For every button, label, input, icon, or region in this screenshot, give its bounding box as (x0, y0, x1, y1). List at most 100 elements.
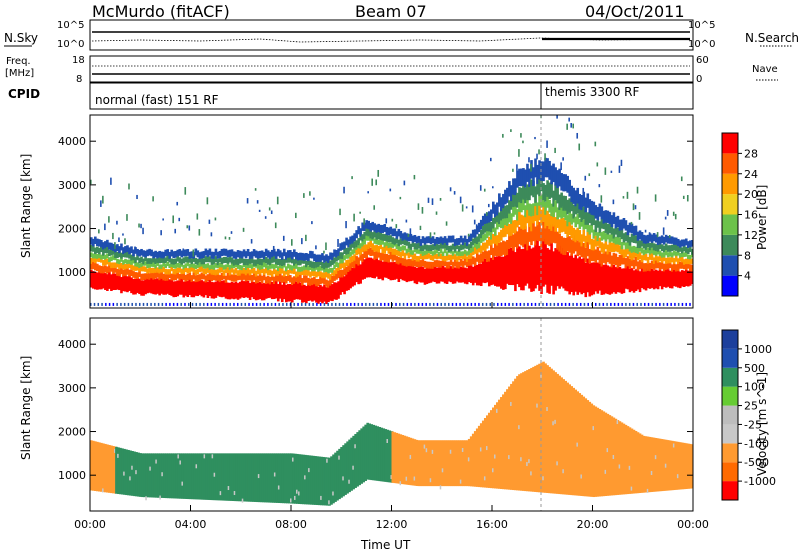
velocity-cell (528, 459, 530, 464)
power-cell (196, 213, 199, 220)
power-cell (483, 242, 487, 251)
power-cell (264, 281, 268, 299)
power-cell (112, 273, 115, 291)
power-cell (477, 242, 481, 249)
nsky-label: N.Sky (4, 31, 38, 45)
power-cell (106, 239, 109, 248)
power-cell (256, 282, 260, 300)
power-cell (130, 254, 133, 261)
power-cell (174, 269, 178, 275)
power-cell (620, 268, 624, 294)
velocity-cell (159, 453, 162, 498)
power-cell (168, 269, 171, 275)
power-cell (101, 302, 103, 306)
power-cell (538, 221, 541, 242)
power-cell (414, 302, 416, 306)
power-cell (303, 284, 306, 303)
power-cell (624, 248, 628, 258)
power-cell (203, 302, 205, 306)
power-cell (104, 259, 107, 266)
power-cell (393, 228, 397, 237)
power-cell (272, 281, 276, 300)
power-cell (443, 267, 447, 284)
velocity-cell (646, 436, 650, 493)
power-cell (688, 246, 692, 253)
power-cell (594, 220, 598, 233)
power-cell (459, 259, 463, 266)
power-cell (172, 258, 176, 265)
power-cell (574, 254, 578, 292)
power-cell (293, 268, 296, 275)
power-cell (216, 263, 220, 269)
power-cell (570, 123, 572, 128)
power-cell (248, 283, 252, 300)
power-cell (437, 244, 441, 251)
power-cell (127, 302, 130, 306)
power-cell (568, 198, 571, 213)
power-cell (506, 239, 509, 256)
power-cell (451, 302, 454, 306)
power-cell (528, 184, 531, 201)
power-cell (293, 282, 296, 300)
power-cell (337, 248, 340, 256)
power-cell (395, 249, 399, 256)
power-cell (208, 267, 212, 274)
power-cell (678, 255, 682, 262)
velocity-cell (219, 491, 222, 496)
velocity-cell (506, 389, 509, 490)
power-cell (295, 271, 298, 278)
power-cell (385, 234, 389, 242)
power-cell (385, 244, 389, 251)
power-cell (652, 233, 656, 242)
velocity-cell (674, 441, 678, 490)
power-cell (397, 257, 401, 265)
velocity-cell (606, 448, 609, 453)
velocity-cell (334, 452, 337, 502)
power-cell (690, 268, 693, 284)
power-cell (658, 250, 662, 257)
power-cell (614, 236, 618, 245)
power-cell (116, 258, 119, 264)
time-axis-label: Time UT (360, 538, 411, 552)
power-cell (168, 263, 171, 269)
power-cell (187, 302, 190, 306)
power-cell (626, 233, 630, 243)
power-cell (542, 183, 545, 201)
power-cell (546, 225, 549, 245)
power-cell (510, 129, 512, 132)
power-cell (106, 258, 109, 265)
power-cell (254, 270, 258, 277)
y-tick-label: 4000 (58, 338, 86, 351)
power-cell (383, 224, 387, 232)
velocity-cell (409, 437, 413, 486)
power-cell (142, 266, 145, 272)
power-cell (413, 259, 417, 267)
power-cell (630, 223, 634, 234)
power-cell (668, 245, 672, 252)
power-cell (554, 147, 556, 154)
power-cell (483, 258, 487, 284)
power-cell (481, 302, 484, 306)
power-cell (256, 263, 260, 269)
power-cell (114, 251, 117, 258)
power-cell (168, 271, 171, 279)
velocity-cell (508, 455, 510, 460)
power-cell (280, 259, 284, 266)
power-cell (656, 237, 660, 245)
power-cell (104, 241, 107, 249)
velocity-cell (644, 436, 648, 493)
colorbar-swatch (722, 367, 738, 387)
power-cell (230, 231, 233, 234)
colorbar-tick-label: 25 (744, 400, 758, 413)
power-cell (299, 274, 302, 283)
power-cell (148, 248, 151, 256)
power-cell (252, 267, 256, 274)
power-cell (606, 231, 610, 240)
power-cell (600, 264, 604, 295)
velocity-cell (429, 478, 432, 483)
power-cell (570, 185, 573, 203)
power-cell (284, 275, 288, 284)
velocity-cell (149, 453, 152, 498)
power-cell (236, 264, 240, 269)
power-cell (120, 277, 123, 294)
